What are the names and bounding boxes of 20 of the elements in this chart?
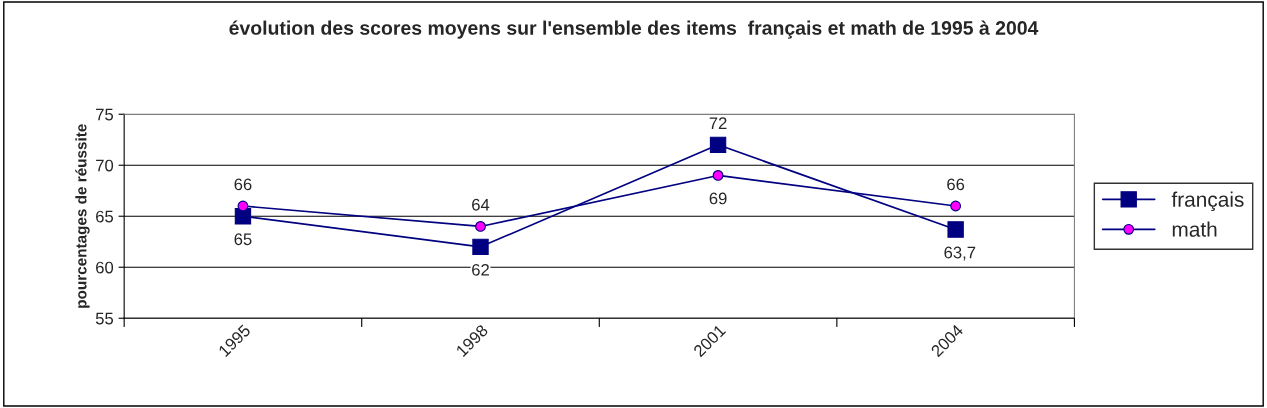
data-label: 63,7 — [944, 246, 976, 261]
legend-label: math — [1172, 221, 1217, 237]
data-label: 65 — [234, 233, 252, 246]
legend-label: français — [1171, 191, 1244, 212]
y-tick-label: 60 — [96, 261, 114, 274]
y-tick-label: 70 — [96, 159, 114, 172]
point — [472, 238, 489, 256]
y-tick-label: 65 — [96, 210, 114, 223]
data-label: 62 — [472, 263, 489, 276]
y-axis-title: pourcentages de réussite — [75, 124, 90, 308]
data-label: 72 — [709, 117, 727, 129]
data-label: 64 — [472, 198, 490, 211]
data-label: 66 — [234, 178, 252, 191]
chart-title: évolution des scores moyens sur l'ensemble des items français et math de 1995 à 2004 — [229, 20, 1039, 39]
data-label: 66 — [947, 178, 965, 191]
point — [709, 136, 727, 154]
data-label: 69 — [709, 192, 727, 205]
point — [947, 221, 964, 238]
y-tick-label: 55 — [95, 312, 114, 325]
y-tick-label: 75 — [96, 108, 114, 121]
